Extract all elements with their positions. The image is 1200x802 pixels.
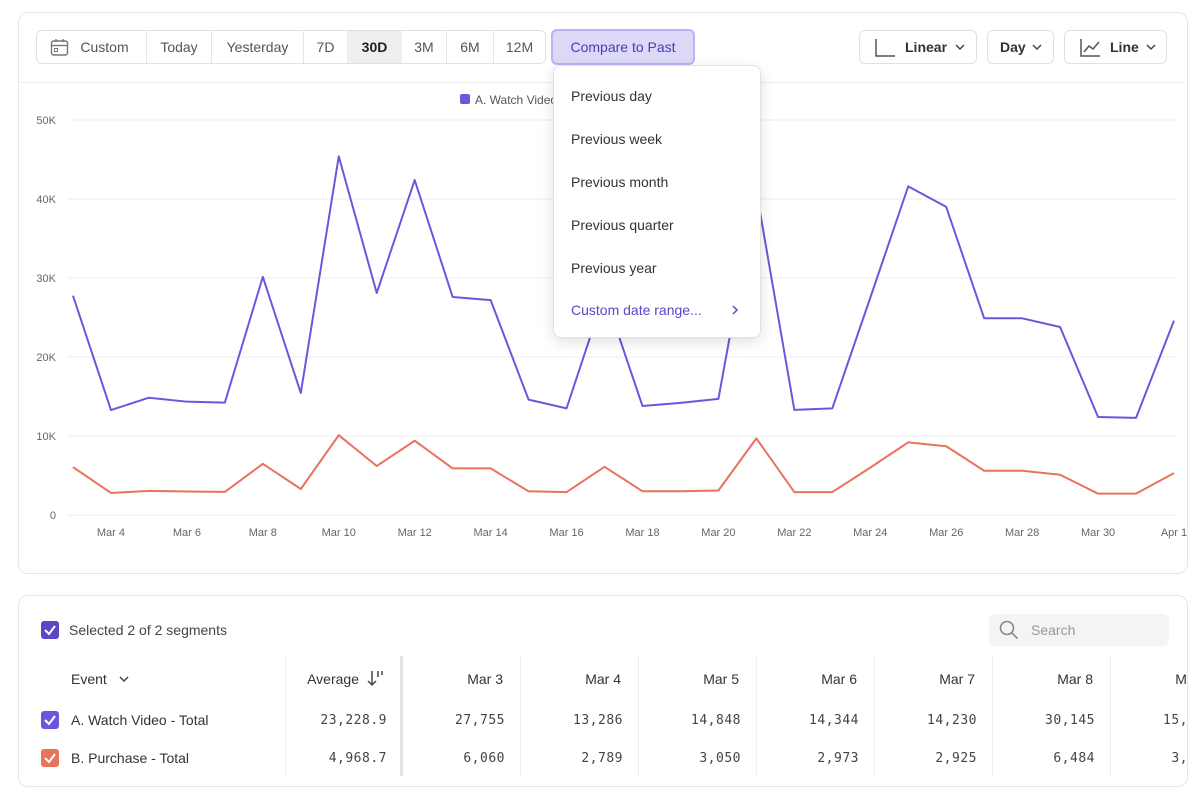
x-tick-label: Mar 20 bbox=[701, 527, 735, 539]
table-value: 3,050 bbox=[699, 751, 741, 766]
column-divider bbox=[638, 656, 639, 776]
menu-item[interactable]: Previous day bbox=[571, 88, 652, 104]
x-tick-label: Mar 12 bbox=[398, 527, 432, 539]
menu-item[interactable]: Previous week bbox=[571, 131, 662, 147]
chevron-right bbox=[731, 305, 739, 315]
event-name: A. Watch Video - Total bbox=[71, 712, 208, 728]
y-tick-label: 30K bbox=[36, 273, 56, 285]
table-value: 14,344 bbox=[809, 713, 859, 728]
x-tick-label: Mar 18 bbox=[625, 527, 659, 539]
table-value: 4,968.7 bbox=[329, 751, 387, 766]
column-divider bbox=[1110, 656, 1111, 776]
x-tick-label: Mar 28 bbox=[1005, 527, 1039, 539]
column-header: Mar 5 bbox=[703, 671, 739, 687]
column-header: Mar 9 bbox=[1175, 671, 1188, 687]
table-value: 3,291 bbox=[1171, 751, 1188, 766]
legend-label: A. Watch Video bbox=[475, 93, 557, 107]
chevron bbox=[119, 676, 129, 684]
column-divider bbox=[874, 656, 875, 776]
search-icon bbox=[999, 620, 1019, 640]
legend-swatch bbox=[460, 94, 470, 104]
search-box[interactable]: Search bbox=[989, 614, 1169, 646]
x-tick-label: Mar 14 bbox=[473, 527, 507, 539]
checkbox[interactable] bbox=[41, 711, 59, 729]
series-line bbox=[73, 435, 1174, 493]
column-divider bbox=[992, 656, 993, 776]
table-value: 2,789 bbox=[581, 751, 623, 766]
column-header: Mar 3 bbox=[467, 671, 503, 687]
column-header: Mar 4 bbox=[585, 671, 621, 687]
table-value: 6,484 bbox=[1053, 751, 1095, 766]
table-card: Selected 2 of 2 segments Search Event Ave… bbox=[18, 595, 1188, 787]
table-value: 6,060 bbox=[463, 751, 505, 766]
table-value: 13,286 bbox=[573, 713, 623, 728]
column-divider bbox=[756, 656, 757, 776]
x-tick-label: Mar 26 bbox=[929, 527, 963, 539]
menu-item[interactable]: Previous year bbox=[571, 260, 657, 276]
column-header: Event bbox=[71, 671, 107, 687]
table-value: 2,925 bbox=[935, 751, 977, 766]
column-divider bbox=[400, 656, 403, 776]
menu-item-custom[interactable]: Custom date range... bbox=[571, 302, 702, 318]
column-header: Mar 6 bbox=[821, 671, 857, 687]
table: Selected 2 of 2 segments Search Event Ave… bbox=[18, 595, 1188, 787]
compare-menu: Previous day Previous week Previous mont… bbox=[553, 65, 761, 338]
table-value: 30,145 bbox=[1045, 713, 1095, 728]
y-tick-label: 0 bbox=[50, 510, 56, 522]
table-value: 14,848 bbox=[691, 713, 741, 728]
x-tick-label: Mar 8 bbox=[249, 527, 277, 539]
checkbox[interactable] bbox=[41, 749, 59, 767]
x-tick-label: Mar 22 bbox=[777, 527, 811, 539]
sort-icon[interactable] bbox=[367, 669, 385, 687]
search-placeholder: Search bbox=[1031, 622, 1075, 638]
table-value: 23,228.9 bbox=[320, 713, 387, 728]
column-header: Average bbox=[307, 671, 359, 687]
x-tick-label: Mar 30 bbox=[1081, 527, 1115, 539]
column-header: Mar 7 bbox=[939, 671, 975, 687]
x-tick-label: Mar 16 bbox=[549, 527, 583, 539]
table-value: 2,973 bbox=[817, 751, 859, 766]
checkbox[interactable] bbox=[41, 621, 59, 639]
x-tick-label: Mar 10 bbox=[322, 527, 356, 539]
y-tick-label: 20K bbox=[36, 352, 56, 364]
x-tick-label: Mar 4 bbox=[97, 527, 125, 539]
x-tick-label: Apr 1 bbox=[1161, 527, 1187, 539]
x-tick-label: Mar 6 bbox=[173, 527, 201, 539]
y-tick-label: 50K bbox=[36, 115, 56, 127]
event-name: B. Purchase - Total bbox=[71, 750, 189, 766]
table-value: 14,230 bbox=[927, 713, 977, 728]
x-tick-label: Mar 24 bbox=[853, 527, 887, 539]
y-tick-label: 10K bbox=[36, 431, 56, 443]
column-divider bbox=[520, 656, 521, 776]
column-header: Mar 8 bbox=[1057, 671, 1093, 687]
table-value: 27,755 bbox=[455, 713, 505, 728]
column-divider bbox=[285, 656, 286, 776]
menu-item[interactable]: Previous quarter bbox=[571, 217, 674, 233]
y-tick-label: 40K bbox=[36, 194, 56, 206]
selection-summary: Selected 2 of 2 segments bbox=[69, 622, 227, 638]
menu-item[interactable]: Previous month bbox=[571, 174, 668, 190]
table-value: 15,443 bbox=[1163, 713, 1188, 728]
